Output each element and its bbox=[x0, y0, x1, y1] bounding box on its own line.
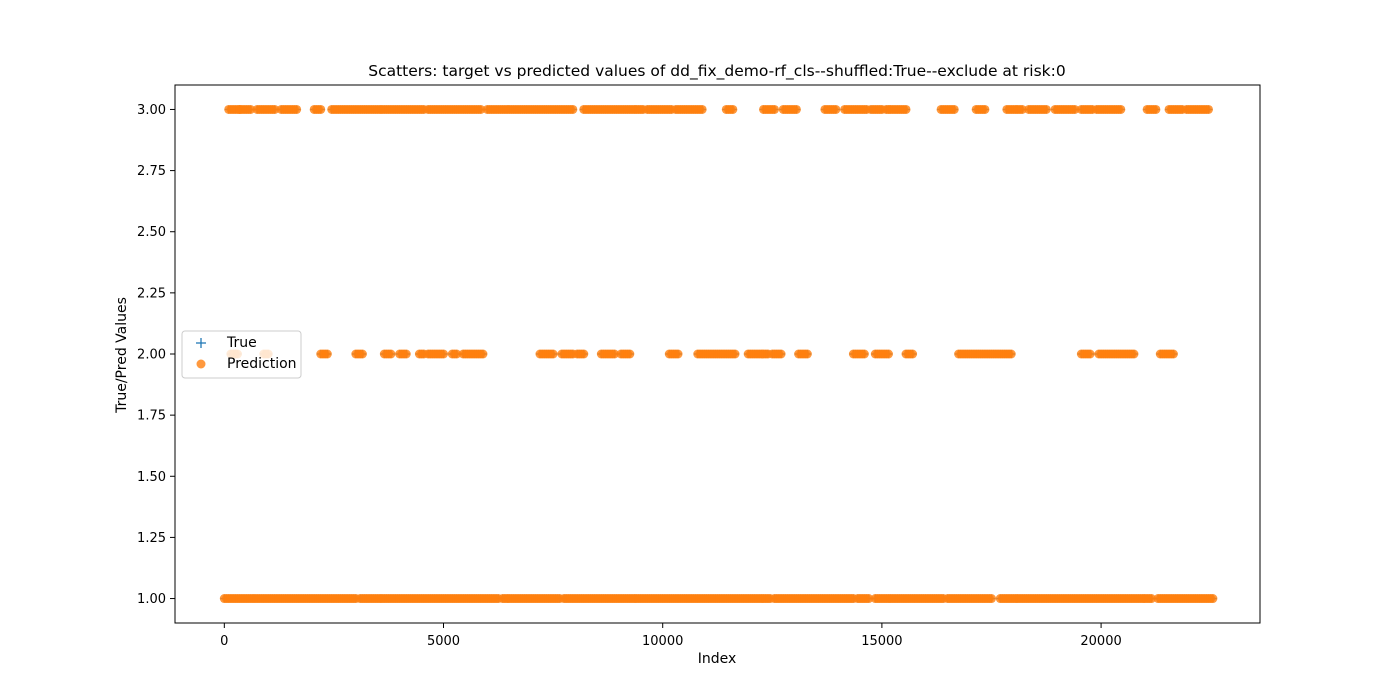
y-tick-label: 3.00 bbox=[137, 103, 166, 118]
prediction-point bbox=[791, 104, 801, 114]
prediction-point bbox=[609, 349, 619, 359]
x-tick-label: 15000 bbox=[861, 634, 902, 649]
y-tick-label: 2.00 bbox=[137, 348, 166, 363]
prediction-point bbox=[673, 349, 683, 359]
prediction-point bbox=[270, 104, 280, 114]
chart-title: Scatters: target vs predicted values of … bbox=[368, 62, 1066, 81]
prediction-point bbox=[292, 104, 302, 114]
prediction-point bbox=[316, 104, 326, 114]
prediction-point bbox=[986, 594, 996, 604]
prediction-point bbox=[625, 349, 635, 359]
legend-label-prediction: Prediction bbox=[227, 356, 297, 372]
y-axis-label: True/Pred Values bbox=[114, 297, 130, 414]
prediction-point bbox=[568, 104, 578, 114]
prediction-point bbox=[357, 349, 367, 359]
prediction-point bbox=[548, 349, 558, 359]
prediction-point bbox=[901, 104, 911, 114]
prediction-point bbox=[1085, 349, 1095, 359]
prediction-point bbox=[476, 104, 486, 114]
prediction-point bbox=[776, 349, 786, 359]
prediction-point bbox=[322, 349, 332, 359]
legend-marker-prediction bbox=[196, 359, 206, 369]
series-prediction bbox=[219, 104, 1218, 604]
prediction-point bbox=[831, 104, 841, 114]
prediction-point bbox=[246, 104, 256, 114]
legend-label-true: True bbox=[226, 335, 257, 351]
y-tick-label: 1.25 bbox=[137, 531, 166, 546]
prediction-point bbox=[579, 349, 589, 359]
x-axis-label: Index bbox=[698, 651, 737, 667]
prediction-point bbox=[883, 349, 893, 359]
prediction-point bbox=[1070, 104, 1080, 114]
prediction-point bbox=[697, 104, 707, 114]
prediction-point bbox=[864, 594, 874, 604]
prediction-point bbox=[1006, 349, 1016, 359]
y-tick-label: 2.75 bbox=[137, 164, 166, 179]
legend-marker-true bbox=[196, 338, 206, 348]
prediction-point bbox=[1147, 594, 1156, 604]
y-tick-label: 2.25 bbox=[137, 286, 166, 301]
y-tick-label: 1.00 bbox=[137, 592, 166, 607]
x-tick-label: 20000 bbox=[1080, 634, 1121, 649]
y-tick-label: 1.75 bbox=[137, 409, 166, 424]
prediction-point bbox=[908, 349, 918, 359]
y-tick-label: 2.50 bbox=[137, 225, 166, 240]
x-tick-label: 10000 bbox=[642, 634, 683, 649]
x-tick-label: 0 bbox=[220, 634, 228, 649]
x-axis: 0 5000 10000 15000 20000 bbox=[220, 623, 1122, 649]
prediction-point bbox=[1129, 349, 1139, 359]
prediction-point bbox=[1017, 104, 1027, 114]
prediction-point bbox=[386, 349, 396, 359]
prediction-point bbox=[1151, 104, 1161, 114]
prediction-point bbox=[728, 104, 738, 114]
prediction-point bbox=[859, 349, 869, 359]
y-tick-label: 1.50 bbox=[137, 470, 166, 485]
prediction-point bbox=[1208, 594, 1218, 604]
y-axis: 1.00 1.25 1.50 1.75 2.00 2.25 2.50 2.75 3.00 bbox=[137, 103, 175, 607]
prediction-point bbox=[401, 349, 411, 359]
prediction-point bbox=[1116, 104, 1126, 114]
prediction-point bbox=[802, 349, 812, 359]
prediction-point bbox=[478, 349, 488, 359]
x-tick-label: 5000 bbox=[427, 634, 460, 649]
prediction-point bbox=[1168, 349, 1178, 359]
series-layer bbox=[219, 104, 1218, 604]
prediction-point bbox=[730, 349, 740, 359]
prediction-point bbox=[1041, 104, 1051, 114]
legend: True Prediction bbox=[181, 330, 302, 379]
prediction-point bbox=[769, 104, 779, 114]
legend-box bbox=[181, 330, 302, 379]
prediction-point bbox=[439, 349, 449, 359]
prediction-point bbox=[1203, 104, 1213, 114]
prediction-point bbox=[949, 104, 959, 114]
prediction-point bbox=[980, 104, 990, 114]
prediction-point bbox=[452, 349, 462, 359]
